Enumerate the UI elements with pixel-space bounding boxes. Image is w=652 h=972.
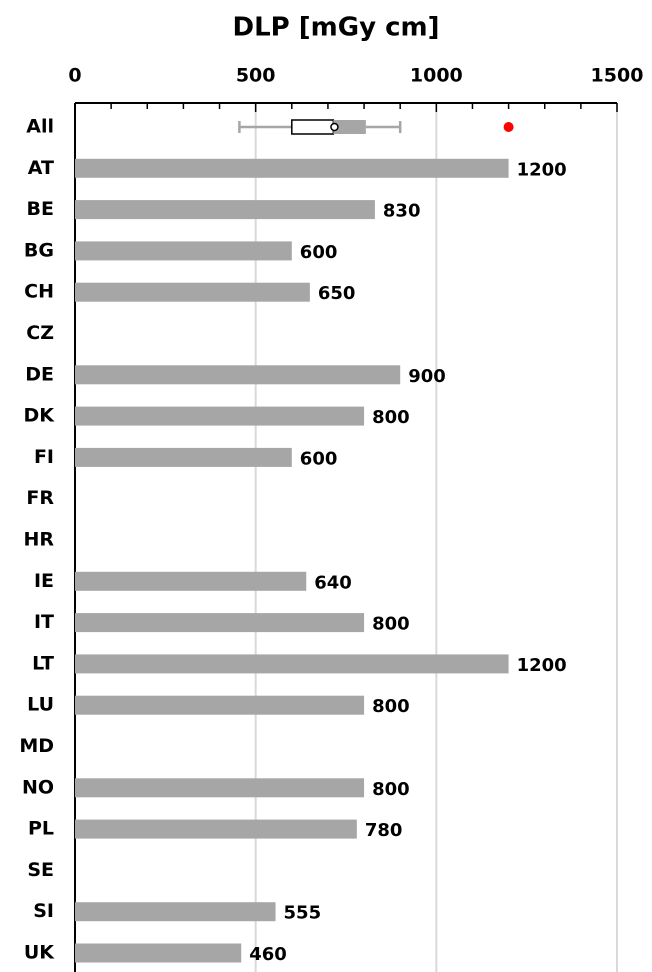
bar <box>75 571 307 591</box>
y-tick-label: SE <box>27 859 54 881</box>
y-tick-label: DE <box>25 363 54 385</box>
x-tick-label: 500 <box>236 65 276 87</box>
value-label: 650 <box>318 283 356 304</box>
value-label: 1200 <box>517 655 567 676</box>
value-label: 600 <box>300 448 338 469</box>
y-tick-label: FI <box>34 446 54 468</box>
outlier <box>503 122 514 132</box>
y-tick-label: CZ <box>26 322 54 344</box>
mean-marker <box>330 122 339 132</box>
value-label: 780 <box>365 820 403 841</box>
value-label: 800 <box>372 696 410 717</box>
y-tick-label: DK <box>24 405 56 427</box>
bar <box>75 365 401 385</box>
bar <box>75 241 292 261</box>
y-tick-label: SI <box>33 900 54 922</box>
bar <box>75 282 310 302</box>
value-label: 900 <box>408 366 446 387</box>
y-tick-label: IT <box>34 611 54 633</box>
value-label: 1200 <box>517 159 567 180</box>
bar <box>75 902 276 922</box>
bar <box>75 613 365 633</box>
chart-title: DLP [mGy cm] <box>233 13 440 43</box>
y-tick-label: LT <box>32 652 54 674</box>
bar <box>75 654 509 674</box>
y-tick-label: NO <box>22 776 54 798</box>
bar <box>75 695 365 715</box>
x-tick-label: 1000 <box>410 65 463 87</box>
y-tick-label: AT <box>28 157 54 179</box>
bar <box>75 200 375 220</box>
value-label: 800 <box>372 407 410 428</box>
y-tick-label: BE <box>27 198 54 220</box>
value-label: 600 <box>300 242 338 263</box>
y-tick-label: CH <box>24 281 54 303</box>
y-tick-label: MD <box>19 735 54 757</box>
bar <box>75 158 509 178</box>
bar <box>75 819 357 839</box>
y-tick-label: All <box>26 116 54 138</box>
value-label: 555 <box>284 903 322 924</box>
value-label: 460 <box>249 944 287 965</box>
value-label: 800 <box>372 614 410 635</box>
bar <box>75 406 365 426</box>
bar <box>75 778 365 798</box>
y-tick-label: HR <box>23 529 54 551</box>
y-tick-label: LU <box>27 694 54 716</box>
value-label: 800 <box>372 779 410 800</box>
value-label: 830 <box>383 201 421 222</box>
y-tick-label: FR <box>26 487 54 509</box>
x-tick-label: 0 <box>68 65 81 87</box>
box-upper <box>333 120 366 134</box>
y-tick-label: BG <box>24 239 54 261</box>
y-tick-label: UK <box>24 942 55 964</box>
y-tick-label: IE <box>34 570 54 592</box>
y-tick-label: PL <box>28 818 54 840</box>
value-label: 640 <box>314 572 352 593</box>
box-lower <box>291 119 335 135</box>
bar <box>75 943 242 963</box>
bar <box>75 447 292 467</box>
x-tick-label: 1500 <box>591 65 644 87</box>
